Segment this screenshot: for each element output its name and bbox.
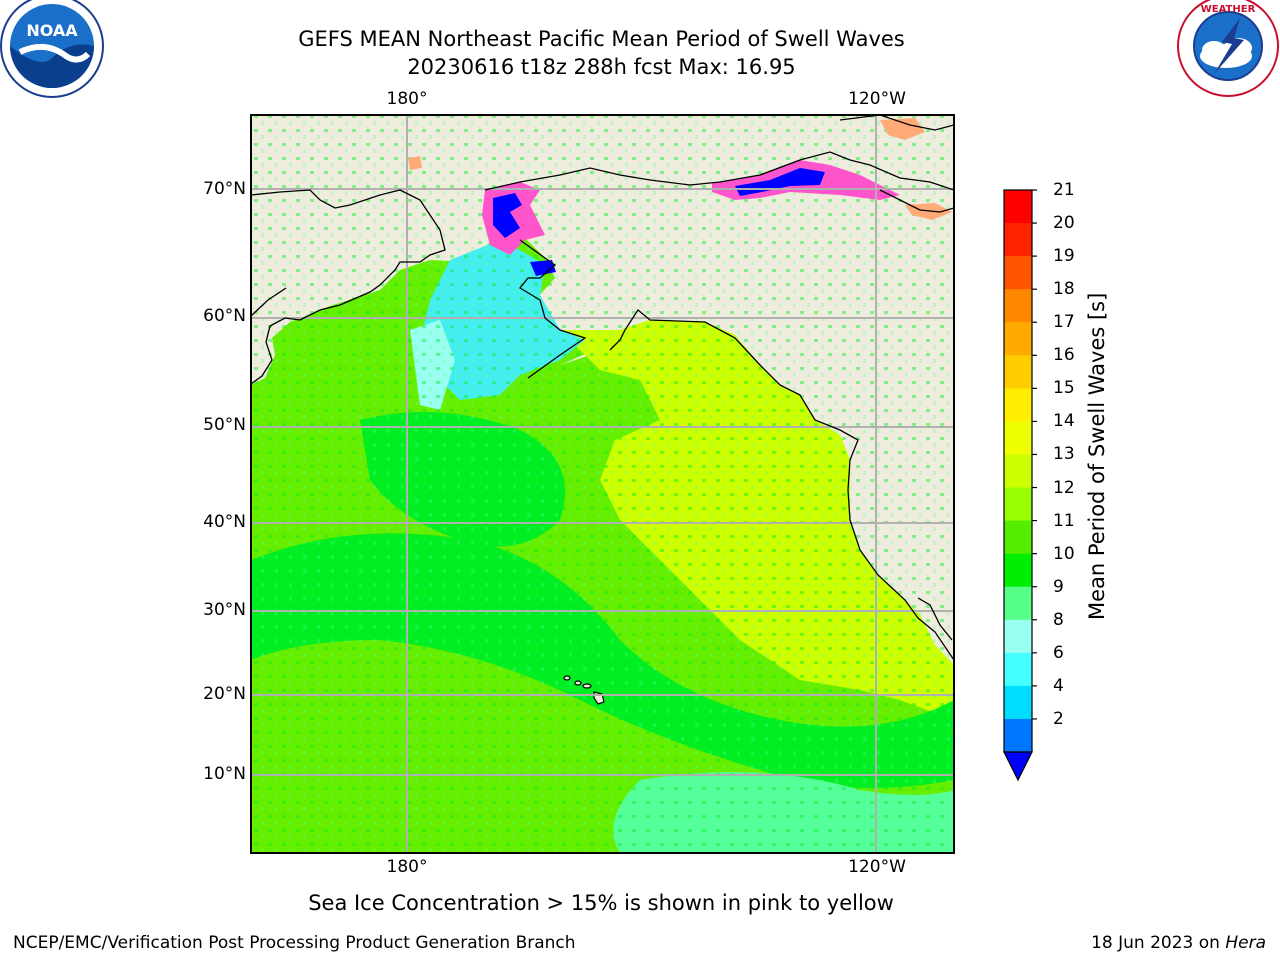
footer-credit: NCEP/EMC/Verification Post Processing Pr…: [13, 933, 576, 953]
colorbar-band: [1004, 322, 1032, 356]
lat-label-30n: 30°N: [203, 600, 246, 620]
footer-machine: Hera: [1225, 933, 1266, 953]
colorbar-band: [1004, 652, 1032, 687]
colorbar-tick-label: 20: [1053, 213, 1075, 234]
lat-label-10n: 10°N: [203, 764, 246, 784]
colorbar-band: [1004, 223, 1032, 257]
sea-ice-footnote: Sea Ice Concentration > 15% is shown in …: [308, 891, 894, 915]
colorbar-band: [1004, 388, 1032, 422]
colorbar-band: [1004, 619, 1032, 654]
colorbar-band: [1004, 256, 1032, 290]
coastlines: [251, 115, 954, 661]
colorbar-band: [1004, 685, 1032, 720]
colorbar-tick-label: 2: [1053, 708, 1064, 729]
lat-label-60n: 60°N: [203, 306, 246, 326]
nws-logo: WEATHER: [1177, 0, 1279, 97]
colorbar-tick-label: 15: [1053, 378, 1075, 399]
lat-label-50n: 50°N: [203, 415, 246, 435]
bottom-lon-label-120w: 120°W: [848, 857, 906, 877]
colorbar-band: [1004, 520, 1032, 555]
colorbar-tick-label: 14: [1053, 411, 1075, 432]
graticule: [251, 115, 954, 853]
colorbar-band: [1004, 718, 1032, 753]
colorbar-tick-label: 17: [1053, 312, 1075, 333]
noaa-logo: NOAA: [0, 0, 104, 98]
colorbar-under-triangle: [1003, 751, 1033, 782]
colorbar-band: [1004, 421, 1032, 455]
colorbar-label: Mean Period of Swell Waves [s]: [1085, 292, 1109, 620]
footer-date: 18 Jun 2023 on Hera: [1091, 933, 1266, 953]
footer-date-text: 18 Jun 2023 on: [1091, 933, 1226, 953]
top-lon-label-180: 180°: [386, 89, 428, 109]
colorbar-tick-label: 19: [1053, 246, 1075, 267]
colorbar-band: [1004, 553, 1032, 588]
top-lon-label-120w: 120°W: [848, 89, 906, 109]
lat-label-20n: 20°N: [203, 684, 246, 704]
map-frame: [250, 114, 955, 854]
colorbar-band: [1004, 355, 1032, 389]
colorbar-band: [1004, 190, 1032, 224]
colorbar-frame: [1003, 189, 1033, 753]
colorbar-tick-label: 6: [1053, 642, 1064, 663]
lat-label-70n: 70°N: [203, 179, 246, 199]
lat-label-40n: 40°N: [203, 512, 246, 532]
title-line-1: GEFS MEAN Northeast Pacific Mean Period …: [298, 27, 905, 51]
colorbar-tick-label: 13: [1053, 444, 1075, 465]
colorbar-band: [1004, 289, 1032, 323]
svg-text:NOAA: NOAA: [26, 21, 78, 40]
colorbar-tick-label: 16: [1053, 345, 1075, 366]
colorbar-tick-label: 11: [1053, 510, 1075, 531]
title-line-2: 20230616 t18z 288h fcst Max: 16.95: [407, 55, 796, 79]
colorbar-band: [1004, 487, 1032, 522]
colorbar-tick-label: 8: [1053, 609, 1064, 630]
colorbar-tick-label: 10: [1053, 543, 1075, 564]
svg-text:WEATHER: WEATHER: [1201, 4, 1256, 15]
colorbar-band: [1004, 586, 1032, 621]
colorbar-tick-label: 21: [1053, 180, 1075, 200]
colorbar-tick-label: 9: [1053, 576, 1064, 597]
colorbar-tick-label: 18: [1053, 279, 1075, 300]
map-panel: [251, 115, 954, 853]
colorbar-tick-label: 12: [1053, 477, 1075, 498]
colorbar-tick-label: 4: [1053, 675, 1064, 696]
colorbar: [1003, 189, 1037, 782]
colorbar-band: [1004, 454, 1032, 489]
bottom-lon-label-180: 180°: [386, 857, 428, 877]
